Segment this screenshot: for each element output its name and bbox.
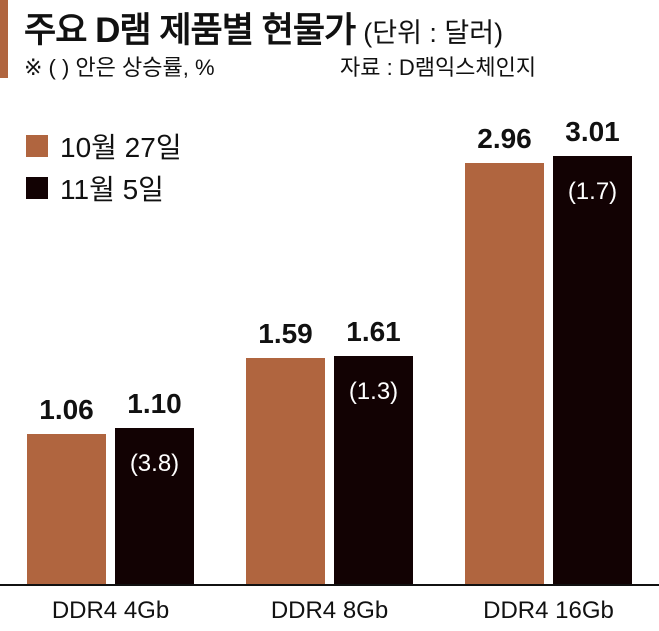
bar-oct27 [465, 163, 544, 585]
bar-value-label: 1.06 [39, 394, 94, 425]
chart-unit: (단위 : 달러) [363, 18, 504, 48]
title-accent-bar [0, 0, 8, 78]
bar-nov5 [115, 428, 194, 585]
chart-source: 자료 : D램익스체인지 [340, 55, 537, 80]
legend-swatch-nov5 [26, 177, 48, 199]
change-rate-label: (1.7) [567, 178, 618, 205]
change-rate-label: (3.8) [129, 450, 180, 477]
chart-note: ※ ( ) 안은 상승률, % [24, 55, 215, 80]
bar-oct27 [27, 434, 106, 585]
change-rate-label: (1.3) [348, 378, 399, 405]
category-label: DDR4 16Gb [483, 597, 614, 624]
legend-item-oct27: 10월 27일 [26, 125, 182, 167]
chart-title: 주요 D램 제품별 현물가 (단위 : 달러) [24, 2, 503, 53]
bar-value-label: 1.59 [258, 318, 313, 349]
bar-oct27 [246, 358, 325, 585]
x-axis-baseline [0, 584, 659, 586]
bar-nov5 [553, 156, 632, 585]
legend: 10월 27일 11월 5일 [26, 125, 182, 209]
legend-swatch-oct27 [26, 135, 48, 157]
legend-label: 11월 5일 [60, 174, 164, 205]
bar-nov5 [334, 356, 413, 585]
legend-item-nov5: 11월 5일 [26, 167, 182, 209]
legend-label: 10월 27일 [60, 132, 182, 163]
category-label: DDR4 8Gb [270, 597, 389, 624]
category-label: DDR4 4Gb [51, 597, 170, 624]
bar-value-label: 1.10 [127, 388, 182, 419]
bar-value-label: 2.96 [477, 123, 532, 154]
chart-title-text: 주요 D램 제품별 현물가 [24, 11, 356, 50]
bar-value-label: 3.01 [565, 116, 620, 147]
bar-value-label: 1.61 [346, 316, 401, 347]
